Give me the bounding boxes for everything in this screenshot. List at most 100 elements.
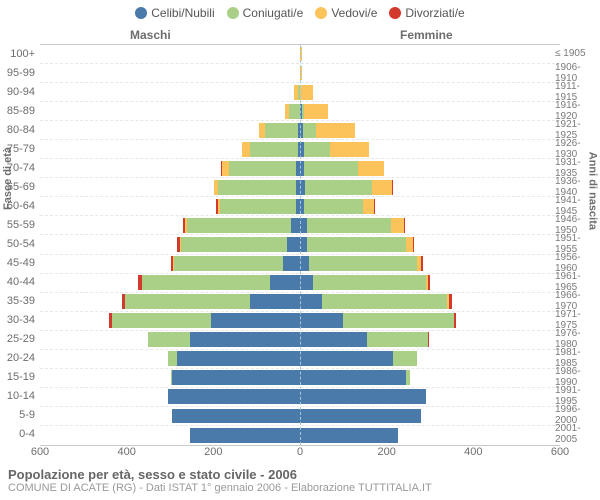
segment-w xyxy=(316,123,355,138)
segment-s xyxy=(211,313,300,328)
segment-c xyxy=(343,313,454,328)
segment-s xyxy=(300,409,421,424)
segment-d xyxy=(421,256,423,271)
segment-c xyxy=(303,123,316,138)
y-right-tick: 1961-1965 xyxy=(552,273,600,292)
segment-c xyxy=(112,313,212,328)
segment-c xyxy=(309,256,417,271)
y-right-tick: 1911-1915 xyxy=(552,82,600,101)
segment-d xyxy=(454,313,456,328)
legend-label: Vedovi/e xyxy=(331,6,377,20)
bar-female xyxy=(300,197,560,215)
segment-d xyxy=(404,218,405,233)
y-left-tick: 45-49 xyxy=(0,254,38,273)
legend-label: Coniugati/e xyxy=(243,6,304,20)
segment-c xyxy=(168,351,177,366)
bar-male xyxy=(40,178,300,196)
segment-c xyxy=(289,104,300,119)
y-right-tick: 1951-1955 xyxy=(552,234,600,253)
bar-female xyxy=(300,159,560,177)
footer-title: Popolazione per età, sesso e stato civil… xyxy=(8,467,432,482)
chart-area xyxy=(40,44,560,446)
segment-d xyxy=(413,237,414,252)
bar-female xyxy=(300,216,560,234)
bar-male xyxy=(40,312,300,330)
segment-w xyxy=(358,161,384,176)
segment-c xyxy=(125,294,251,309)
y-right-tick: 1941-1945 xyxy=(552,196,600,215)
legend-swatch xyxy=(227,7,239,19)
y-left-tick: 100+ xyxy=(0,44,38,63)
y-left-tick: 35-39 xyxy=(0,292,38,311)
y-right-tick: 1931-1935 xyxy=(552,158,600,177)
segment-c xyxy=(313,275,426,290)
segment-c xyxy=(265,123,298,138)
segment-c xyxy=(181,237,287,252)
female-title: Femmine xyxy=(400,28,453,42)
y-left-tick: 15-19 xyxy=(0,368,38,387)
y-left-tick: 95-99 xyxy=(0,63,38,82)
legend-label: Divorziati/e xyxy=(405,6,464,20)
segment-s xyxy=(172,370,300,385)
y-right-tick: 1926-1930 xyxy=(552,139,600,158)
segment-s xyxy=(300,428,398,444)
segment-c xyxy=(187,218,291,233)
bar-female xyxy=(300,274,560,292)
bar-female xyxy=(300,426,560,445)
y-right-tick: 1976-1980 xyxy=(552,330,600,349)
y-right-tick: ≤ 1905 xyxy=(552,44,600,63)
y-right-tick: 1946-1950 xyxy=(552,215,600,234)
x-tick: 600 xyxy=(551,446,569,458)
segment-w xyxy=(300,85,313,100)
bar-female xyxy=(300,121,560,139)
bar-male xyxy=(40,407,300,425)
y-right-tick: 1906-1910 xyxy=(552,63,600,82)
legend-label: Celibi/Nubili xyxy=(151,6,214,20)
bar-male xyxy=(40,197,300,215)
segment-c xyxy=(148,332,189,347)
legend-swatch xyxy=(135,7,147,19)
y-right-tick: 1916-1920 xyxy=(552,101,600,120)
bar-male xyxy=(40,331,300,349)
bar-female xyxy=(300,407,560,425)
center-line xyxy=(300,45,301,445)
bar-male xyxy=(40,83,300,101)
segment-s xyxy=(300,389,426,404)
segment-d xyxy=(428,332,429,347)
bar-male xyxy=(40,235,300,253)
y-right-tick: 1971-1975 xyxy=(552,311,600,330)
bar-male xyxy=(40,64,300,82)
bar-female xyxy=(300,102,560,120)
y-left-tick: 90-94 xyxy=(0,82,38,101)
bar-male xyxy=(40,216,300,234)
y-left-tick: 10-14 xyxy=(0,387,38,406)
segment-c xyxy=(367,332,428,347)
segment-c xyxy=(307,237,407,252)
bar-female xyxy=(300,331,560,349)
segment-s xyxy=(287,237,300,252)
bar-female xyxy=(300,293,560,311)
bar-female xyxy=(300,140,560,158)
x-tick: 400 xyxy=(464,446,482,458)
segment-d xyxy=(449,294,452,309)
y-left-tick: 70-74 xyxy=(0,158,38,177)
legend-swatch xyxy=(389,7,401,19)
bar-female xyxy=(300,350,560,368)
bar-male xyxy=(40,102,300,120)
y-left-tick: 20-24 xyxy=(0,349,38,368)
bar-male xyxy=(40,274,300,292)
bar-male xyxy=(40,293,300,311)
bar-male xyxy=(40,350,300,368)
x-tick: 200 xyxy=(377,446,395,458)
y-left-tick: 25-29 xyxy=(0,330,38,349)
segment-s xyxy=(190,332,301,347)
segment-w xyxy=(363,199,374,214)
segment-d xyxy=(374,199,375,214)
y-right-tick: 1996-2000 xyxy=(552,406,600,425)
pyramid-chart: Celibi/Nubili Coniugati/e Vedovi/e Divorzia… xyxy=(0,0,600,500)
segment-c xyxy=(142,275,270,290)
segment-s xyxy=(300,370,406,385)
y-right-labels: ≤ 19051906-19101911-19151916-19201921-19… xyxy=(552,44,600,444)
segment-s xyxy=(190,428,301,444)
x-tick: 200 xyxy=(204,446,222,458)
